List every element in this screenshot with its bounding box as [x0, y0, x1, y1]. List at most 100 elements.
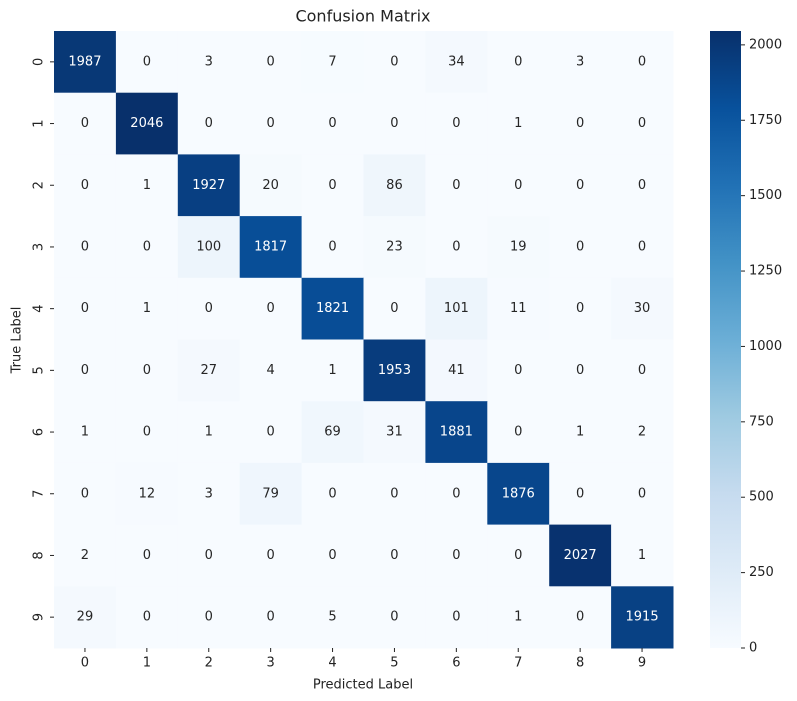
- cell-label: 0: [638, 178, 646, 193]
- cell-label: 3: [205, 486, 213, 501]
- heatmap-cell: [363, 586, 426, 649]
- cell-label: 2027: [564, 548, 597, 563]
- cell-label: 0: [452, 239, 460, 254]
- cell-label: 0: [576, 239, 584, 254]
- cell-label: 29: [77, 610, 94, 625]
- heatmap-cell: [363, 462, 426, 526]
- colorbar: [710, 31, 741, 648]
- cell-label: 2: [638, 425, 646, 440]
- heatmap-cell: [115, 339, 179, 402]
- cell-label: 0: [328, 116, 336, 131]
- cell-label: 0: [328, 178, 336, 193]
- heatmap-cell: [115, 154, 179, 217]
- cell-label: 0: [514, 425, 522, 440]
- heatmap-cell: [301, 277, 364, 340]
- cell-label: 100: [196, 239, 221, 254]
- cell-label: 0: [514, 363, 522, 378]
- cell-label: 0: [638, 239, 646, 254]
- cell-label: 5: [328, 610, 336, 625]
- heatmap-cell: [425, 339, 488, 402]
- heatmap-cell: [115, 586, 179, 649]
- x-axis-label: Predicted Label: [313, 678, 413, 693]
- heatmap-cell: [301, 154, 364, 217]
- cell-label: 27: [200, 363, 217, 378]
- x-tick-label: 5: [390, 656, 398, 671]
- heatmap-cell: [239, 216, 303, 279]
- y-axis-label: True Label: [10, 307, 25, 375]
- cell-label: 3: [576, 54, 584, 69]
- x-tick-label: 8: [576, 656, 584, 671]
- heatmap-cell: [549, 401, 612, 464]
- cell-label: 0: [81, 116, 89, 131]
- colorbar-tick-label: 1750: [749, 113, 782, 128]
- cell-label: 0: [205, 116, 213, 131]
- cell-label: 30: [634, 301, 651, 316]
- heatmap-cell: [115, 216, 179, 279]
- cell-label: 0: [143, 239, 151, 254]
- cell-label: 41: [448, 363, 465, 378]
- x-tick-label: 3: [267, 656, 275, 671]
- heatmap-cell: [363, 216, 426, 279]
- cell-label: 69: [324, 425, 341, 440]
- heatmap-cell: [239, 462, 303, 526]
- heatmap-cell: [54, 524, 117, 587]
- heatmap-cell: [239, 401, 303, 464]
- cell-label: 1: [143, 301, 151, 316]
- cell-label: 0: [205, 301, 213, 316]
- heatmap-cell: [301, 31, 364, 94]
- cell-label: 11: [510, 301, 527, 316]
- cell-label: 0: [452, 116, 460, 131]
- cell-label: 0: [390, 116, 398, 131]
- heatmap-cell: [54, 92, 117, 155]
- y-tick-label: 3: [32, 243, 47, 251]
- cell-label: 0: [205, 610, 213, 625]
- cell-label: 1: [328, 363, 336, 378]
- y-tick-label: 1: [32, 119, 47, 127]
- colorbar-tick-label: 1000: [749, 339, 782, 354]
- heatmap-cell: [115, 31, 179, 94]
- heatmap-cell: [549, 462, 612, 526]
- cell-label: 0: [390, 486, 398, 501]
- heatmap-cell: [487, 524, 550, 587]
- y-tick-label: 7: [32, 490, 47, 498]
- cell-label: 23: [386, 239, 403, 254]
- heatmap-cell: [115, 462, 179, 526]
- heatmap-cell: [115, 92, 179, 155]
- heatmap-cell: [239, 524, 303, 587]
- cell-label: 0: [514, 548, 522, 563]
- cell-label: 0: [267, 54, 275, 69]
- cell-label: 0: [390, 548, 398, 563]
- cell-label: 4: [267, 363, 275, 378]
- heatmap-cell: [487, 586, 550, 649]
- heatmap-cell: [549, 277, 612, 340]
- heatmap-cell: [425, 401, 488, 464]
- heatmap-cell: [177, 339, 241, 402]
- cell-label: 0: [81, 178, 89, 193]
- cell-label: 1821: [316, 301, 349, 316]
- heatmap-cell: [425, 31, 488, 94]
- heatmap-cell: [177, 154, 241, 217]
- y-tick-label: 8: [32, 551, 47, 559]
- cell-label: 0: [638, 54, 646, 69]
- heatmap-cell: [611, 31, 674, 94]
- heatmap-cell: [54, 277, 117, 340]
- heatmap-cell: [177, 524, 241, 587]
- heatmap-cell: [301, 524, 364, 587]
- y-tick-label: 2: [32, 181, 47, 189]
- cell-label: 86: [386, 178, 403, 193]
- y-tick-label: 5: [32, 366, 47, 374]
- y-tick-label: 0: [32, 58, 47, 66]
- heatmap-cell: [54, 462, 117, 526]
- cell-label: 1953: [378, 363, 411, 378]
- heatmap-cell: [425, 277, 488, 340]
- heatmap-cell: [425, 462, 488, 526]
- heatmap-cell: [239, 339, 303, 402]
- heatmap-cell: [487, 154, 550, 217]
- heatmap-cell: [301, 216, 364, 279]
- heatmap-cell: [301, 339, 364, 402]
- heatmap-cell: [363, 524, 426, 587]
- heatmap-cell: [239, 92, 303, 155]
- cell-label: 0: [143, 363, 151, 378]
- cell-label: 34: [448, 54, 465, 69]
- cell-label: 79: [262, 486, 279, 501]
